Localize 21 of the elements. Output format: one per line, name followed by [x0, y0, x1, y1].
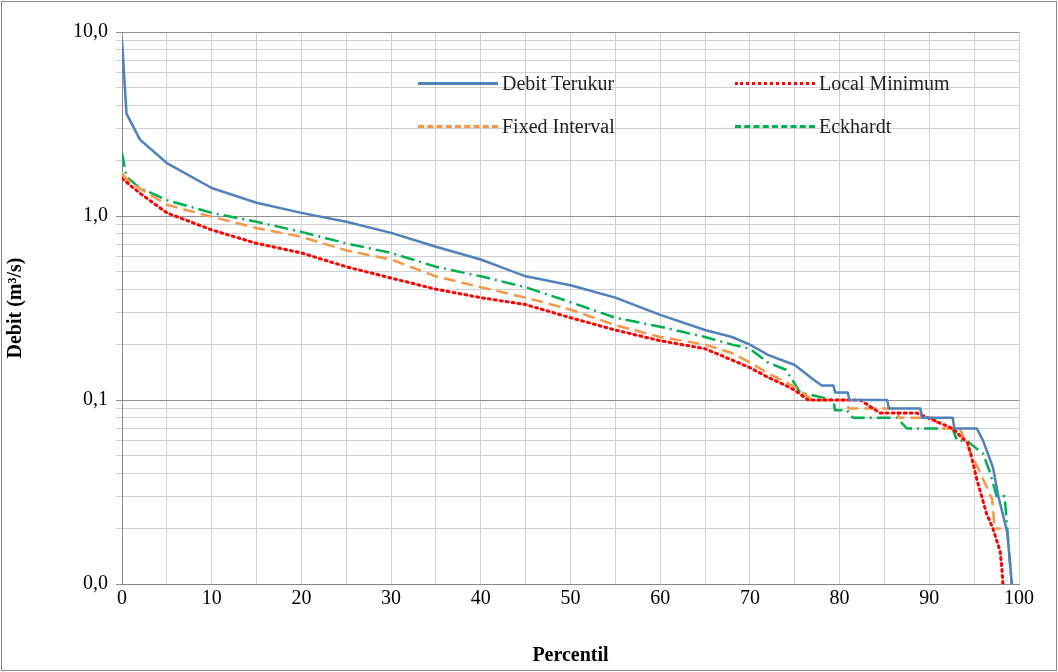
y-tick-label: 1,0: [83, 203, 108, 226]
legend-label: Debit Terukur: [502, 72, 615, 95]
x-tick-label: 80: [829, 586, 850, 609]
x-tick-label: 30: [381, 586, 402, 609]
x-axis-title: Percentil: [532, 643, 610, 666]
legend-label: Fixed Interval: [502, 115, 615, 138]
y-tick-label: 0,0: [83, 571, 108, 594]
y-axis-title: Debit (m³/s): [3, 257, 27, 359]
x-tick-label: 40: [470, 586, 491, 609]
y-tick-label: 0,1: [83, 387, 108, 410]
legend-label: Local Minimum: [819, 72, 950, 95]
x-tick-label: 60: [650, 586, 671, 609]
x-tick-label: 50: [560, 586, 581, 609]
x-tick-label: 0: [117, 586, 127, 609]
x-tick-label: 20: [291, 586, 312, 609]
y-tick-label: 10,0: [73, 19, 108, 42]
legend-label: Eckhardt: [819, 115, 892, 138]
x-tick-label: 10: [201, 586, 222, 609]
x-tick-label: 100: [1004, 586, 1034, 609]
x-tick-label: 90: [919, 586, 940, 609]
x-tick-label: 70: [739, 586, 760, 609]
